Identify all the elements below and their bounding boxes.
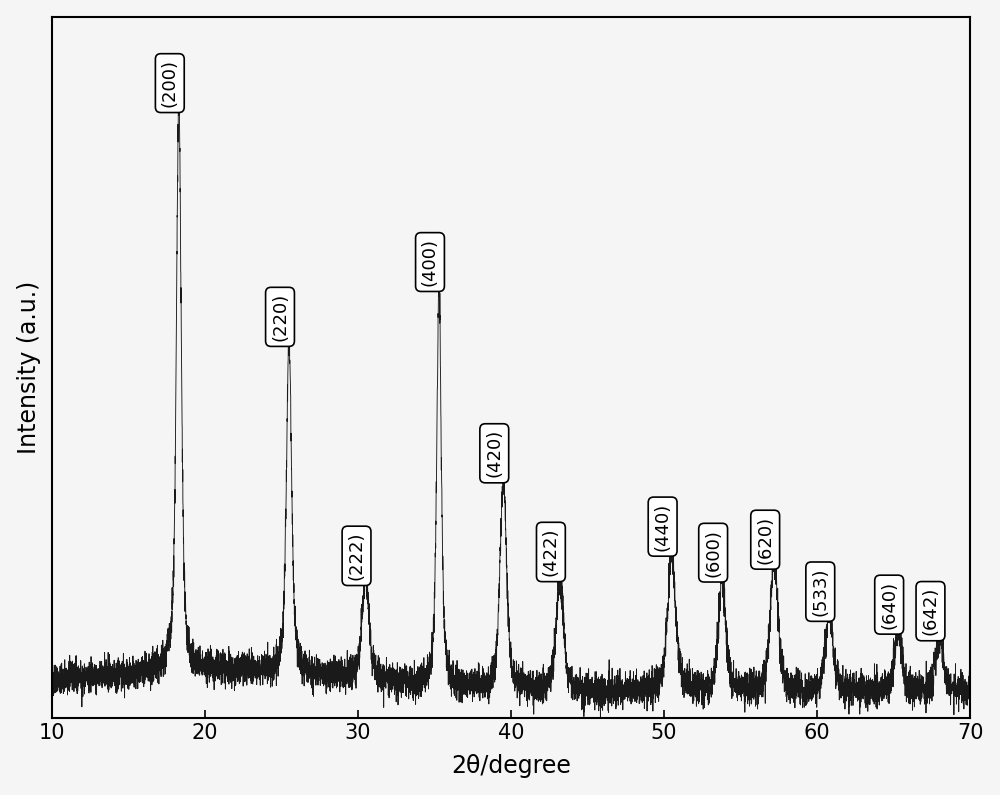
Text: (600): (600) xyxy=(704,529,722,576)
Text: (200): (200) xyxy=(161,59,179,107)
Text: (222): (222) xyxy=(348,532,366,580)
Text: (220): (220) xyxy=(271,293,289,341)
Text: (420): (420) xyxy=(485,429,503,478)
Text: (533): (533) xyxy=(811,568,829,616)
Text: (440): (440) xyxy=(654,502,672,551)
Text: (640): (640) xyxy=(880,580,898,629)
Text: (620): (620) xyxy=(756,516,774,564)
Y-axis label: Intensity (a.u.): Intensity (a.u.) xyxy=(17,281,41,454)
Text: (422): (422) xyxy=(542,528,560,576)
Text: (642): (642) xyxy=(921,587,939,635)
Text: (400): (400) xyxy=(421,238,439,286)
X-axis label: 2θ/degree: 2θ/degree xyxy=(451,754,571,778)
